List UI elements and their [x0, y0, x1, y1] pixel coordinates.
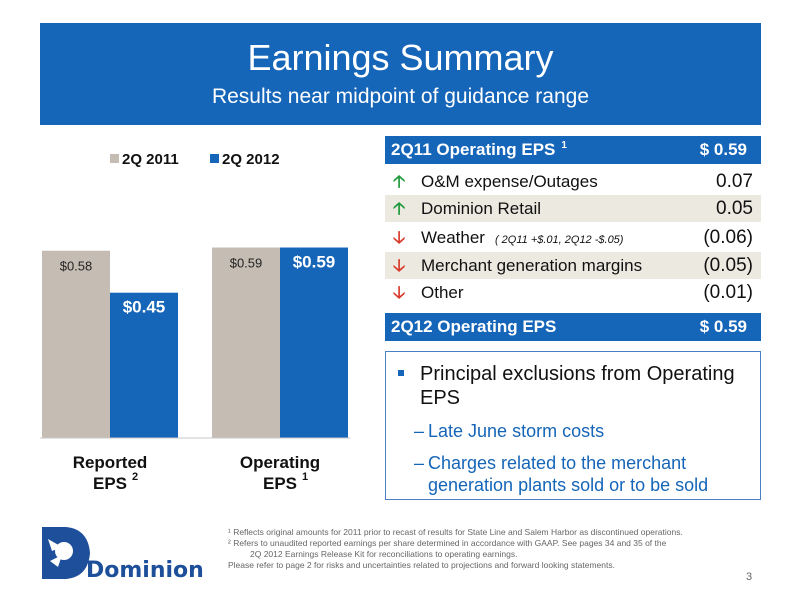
footnote-disclaimer: Please refer to page 2 for risks and unc… — [228, 560, 615, 570]
bar-value-label: $0.45 — [123, 298, 166, 317]
footnote-2-continued: 2Q 2012 Earnings Release Kit for reconci… — [250, 549, 518, 559]
square-bullet-icon — [398, 370, 404, 376]
arrow-down-icon: 🡣 — [393, 256, 406, 275]
legend-label: 2Q 2012 — [222, 151, 280, 168]
header-value: $ 0.59 — [699, 140, 747, 159]
eps-bar-chart: 2Q 2011 2Q 2012 $0.58 $0.45 $0.59 $0.59 Report… — [40, 151, 350, 493]
bar — [110, 292, 178, 438]
exclusions-title: Principal exclusions from Operating EPS — [420, 363, 735, 409]
exclusions-bullet: Principal exclusions from Operating EPS — [398, 362, 738, 410]
arrow-down-icon: 🡣 — [393, 228, 406, 247]
title-banner: Earnings Summary Results near midpoint o… — [40, 23, 761, 125]
category-label: EPS — [263, 474, 297, 493]
eps-table-footer: 2Q12 Operating EPS $ 0.59 — [385, 313, 761, 341]
dash-bullet-icon: – — [414, 453, 425, 473]
arrow-up-icon: 🡡 — [393, 172, 406, 191]
eps-item-label: Other — [421, 283, 464, 302]
eps-item-value: 0.05 — [716, 198, 753, 219]
footnotes: ¹ Reflects original amounts for 2011 pri… — [228, 527, 788, 571]
eps-item-row: 🡡 Dominion Retail 0.05 — [385, 195, 761, 222]
category-label: Operating — [240, 453, 320, 472]
eps-item-note: ( 2Q11 +$.01, 2Q12 -$.05) — [494, 234, 624, 246]
logo-wordmark: Dominion — [86, 558, 204, 583]
footnote-2: ² Refers to unaudited reported earnings … — [228, 538, 667, 548]
exclusion-item: – Late June storm costs — [414, 420, 744, 442]
legend-swatch — [110, 154, 119, 163]
eps-item-value: (0.05) — [703, 255, 753, 276]
legend-label: 2Q 2011 — [122, 151, 179, 168]
eps-table-header: 2Q11 Operating EPS 1 $ 0.59 — [385, 136, 761, 164]
eps-item-value: (0.01) — [703, 282, 753, 303]
footnote-1: ¹ Reflects original amounts for 2011 pri… — [228, 527, 683, 537]
eps-item-value: (0.06) — [703, 227, 753, 248]
dominion-logo: Dominion — [38, 525, 218, 585]
arrow-up-icon: 🡡 — [393, 199, 406, 218]
footer-label: 2Q12 Operating EPS — [391, 317, 557, 336]
header-footnote-marker: 1 — [561, 140, 567, 151]
page-number: 3 — [746, 571, 753, 583]
category-label: EPS — [93, 474, 127, 493]
eps-item-row: 🡣 Weather ( 2Q11 +$.01, 2Q12 -$.05) (0.06… — [385, 224, 761, 251]
header-label: 2Q11 Operating EPS — [391, 140, 556, 159]
bar-value-label: $0.58 — [60, 259, 93, 274]
eps-item-label: Dominion Retail — [421, 199, 541, 218]
footnote-marker: 2 — [132, 471, 138, 483]
bar-value-label: $0.59 — [230, 256, 263, 271]
bar — [212, 247, 280, 438]
eps-item-row: 🡣 Merchant generation margins (0.05) — [385, 252, 761, 279]
eps-item-label: Merchant generation margins — [421, 256, 643, 275]
eps-item-value: 0.07 — [716, 171, 753, 192]
dash-bullet-icon: – — [414, 421, 425, 441]
bar-value-label: $0.59 — [293, 253, 336, 272]
page-subtitle: Results near midpoint of guidance range — [211, 85, 590, 108]
bar — [42, 250, 110, 438]
legend-swatch — [210, 154, 219, 163]
category-label: Reported — [73, 453, 148, 472]
arrow-down-icon: 🡣 — [393, 283, 406, 302]
exclusions-box: Principal exclusions from Operating EPS … — [385, 351, 761, 500]
exclusion-item-text: Late June storm costs — [428, 421, 605, 441]
exclusion-item: – Charges related to the merchant genera… — [414, 452, 744, 496]
eps-walk-table: 2Q11 Operating EPS 1 $ 0.59 🡡 O&M expense… — [385, 136, 761, 341]
bar — [280, 247, 348, 438]
exclusion-item-text: Charges related to the merchant generati… — [428, 453, 709, 495]
eps-item-label: Weather — [421, 228, 485, 247]
eps-item-label: O&M expense/Outages — [421, 172, 598, 191]
eps-item-row: 🡣 Other (0.01) — [385, 279, 761, 306]
eps-item-row: 🡡 O&M expense/Outages 0.07 — [385, 168, 761, 195]
page-title: Earnings Summary — [247, 37, 554, 78]
dominion-emblem-icon — [42, 527, 90, 579]
footnote-marker: 1 — [302, 471, 308, 483]
footer-value: $ 0.59 — [699, 317, 747, 336]
